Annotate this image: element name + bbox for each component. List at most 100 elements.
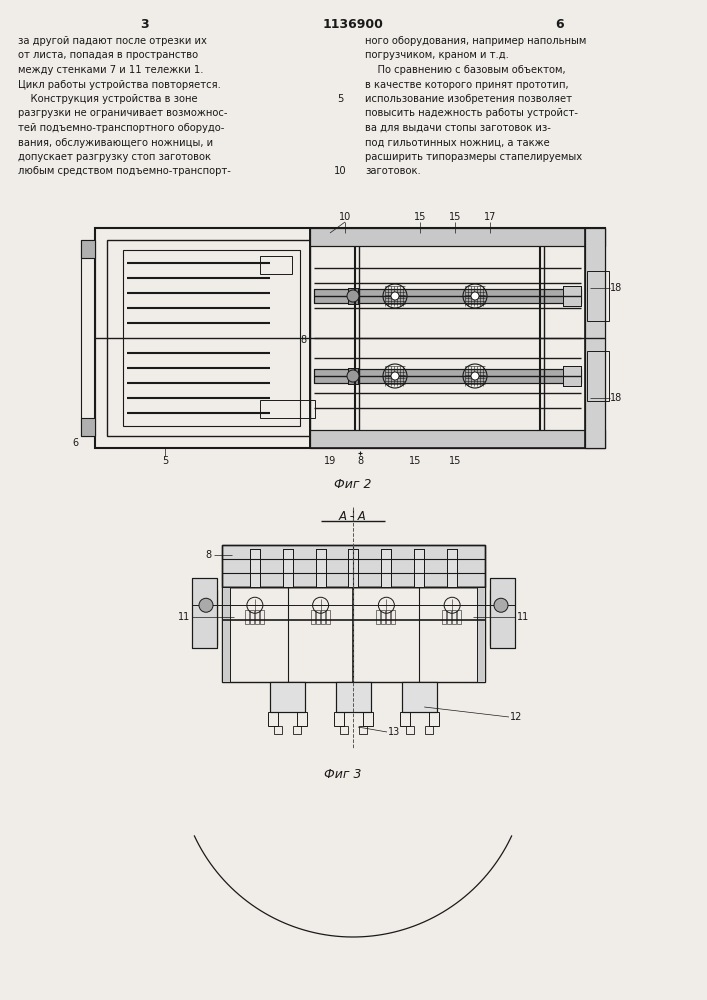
Bar — [402, 682, 437, 712]
Circle shape — [494, 598, 508, 612]
Bar — [447, 549, 457, 587]
Text: расширить типоразмеры стапелируемых: расширить типоразмеры стапелируемых — [365, 152, 582, 162]
Bar — [310, 228, 585, 448]
Text: между стенками 7 и 11 тележки 1.: между стенками 7 и 11 тележки 1. — [18, 65, 204, 75]
Bar — [336, 682, 371, 712]
Bar — [107, 240, 310, 436]
Text: 18: 18 — [610, 283, 622, 293]
Bar — [245, 610, 249, 624]
Text: 18: 18 — [610, 393, 622, 403]
Bar — [315, 549, 326, 587]
Bar — [283, 549, 293, 587]
Bar — [297, 712, 308, 726]
Bar — [255, 610, 259, 624]
Text: от листа, попадая в пространство: от листа, попадая в пространство — [18, 50, 198, 60]
Text: повысить надежность работы устройст-: повысить надежность работы устройст- — [365, 108, 578, 118]
Bar — [222, 545, 485, 587]
Bar — [274, 726, 282, 734]
Text: вания, обслуживающего ножницы, и: вания, обслуживающего ножницы, и — [18, 137, 213, 147]
Text: 6: 6 — [556, 18, 564, 31]
Circle shape — [199, 598, 213, 612]
Bar — [314, 289, 581, 303]
Text: 15: 15 — [414, 212, 426, 222]
Text: ва для выдачи стопы заготовок из-: ва для выдачи стопы заготовок из- — [365, 123, 551, 133]
Circle shape — [471, 292, 479, 300]
Text: 6: 6 — [72, 438, 78, 448]
Bar — [563, 366, 581, 386]
Bar — [260, 610, 264, 624]
Bar — [222, 587, 230, 682]
Circle shape — [391, 372, 399, 380]
Text: 19: 19 — [324, 456, 336, 466]
Text: Цикл работы устройства повторяется.: Цикл работы устройства повторяется. — [18, 80, 221, 90]
Text: 15: 15 — [449, 456, 461, 466]
Bar — [447, 610, 451, 624]
Bar — [270, 682, 305, 712]
Text: под гильотинных ножниц, а также: под гильотинных ножниц, а также — [365, 137, 550, 147]
Text: ного оборудования, например напольным: ного оборудования, например напольным — [365, 36, 586, 46]
Bar — [442, 610, 446, 624]
Bar — [386, 610, 390, 624]
Bar — [376, 610, 380, 624]
Bar — [195, 590, 217, 645]
Text: 15: 15 — [449, 212, 461, 222]
Circle shape — [347, 290, 359, 302]
Text: любым средством подъемно-транспорт-: любым средством подъемно-транспорт- — [18, 166, 231, 176]
Bar — [563, 286, 581, 306]
Text: 10: 10 — [334, 166, 346, 176]
Bar — [452, 610, 456, 624]
Bar — [359, 726, 367, 734]
Bar — [293, 726, 301, 734]
Bar — [425, 726, 433, 734]
Bar — [587, 271, 609, 321]
Bar — [250, 549, 260, 587]
Bar — [81, 240, 95, 436]
Bar — [348, 368, 358, 384]
Bar — [260, 256, 292, 274]
Text: разгрузки не ограничивает возможнос-: разгрузки не ограничивает возможнос- — [18, 108, 228, 118]
Bar — [490, 590, 512, 645]
Bar — [334, 712, 344, 726]
Bar — [402, 682, 437, 712]
Text: 1136900: 1136900 — [322, 18, 383, 31]
Bar — [477, 587, 485, 682]
Bar — [490, 578, 515, 648]
Bar — [250, 610, 254, 624]
Bar — [314, 369, 581, 383]
Bar — [321, 610, 325, 624]
Bar — [315, 549, 326, 587]
Bar — [399, 712, 410, 726]
Bar — [222, 587, 485, 682]
Bar — [222, 545, 485, 587]
Text: 3: 3 — [141, 18, 149, 31]
Text: за другой падают после отрезки их: за другой падают после отрезки их — [18, 36, 207, 46]
Text: погрузчиком, краном и т.д.: погрузчиком, краном и т.д. — [365, 50, 509, 60]
Text: 8: 8 — [206, 550, 212, 560]
Bar — [563, 366, 581, 386]
Bar — [310, 228, 605, 246]
Bar — [381, 610, 385, 624]
Bar — [349, 549, 358, 587]
Bar — [585, 228, 605, 448]
Bar — [270, 682, 305, 712]
Text: Фиг 3: Фиг 3 — [325, 768, 362, 781]
Bar — [414, 549, 424, 587]
Bar — [250, 549, 260, 587]
Text: в качестве которого принят прототип,: в качестве которого принят прототип, — [365, 80, 568, 90]
Text: 17: 17 — [484, 212, 496, 222]
Bar — [283, 549, 293, 587]
Bar — [340, 726, 348, 734]
Text: Фиг 2: Фиг 2 — [334, 478, 372, 491]
Bar — [428, 712, 439, 726]
Text: 8: 8 — [301, 335, 307, 345]
Bar — [81, 418, 95, 436]
Bar — [310, 430, 605, 448]
Bar — [381, 549, 392, 587]
Text: А - А: А - А — [339, 510, 367, 523]
Bar — [587, 351, 609, 401]
Bar — [310, 228, 605, 246]
Text: 12: 12 — [510, 712, 522, 722]
Bar — [490, 590, 512, 645]
Bar — [195, 590, 217, 645]
Bar — [447, 549, 457, 587]
